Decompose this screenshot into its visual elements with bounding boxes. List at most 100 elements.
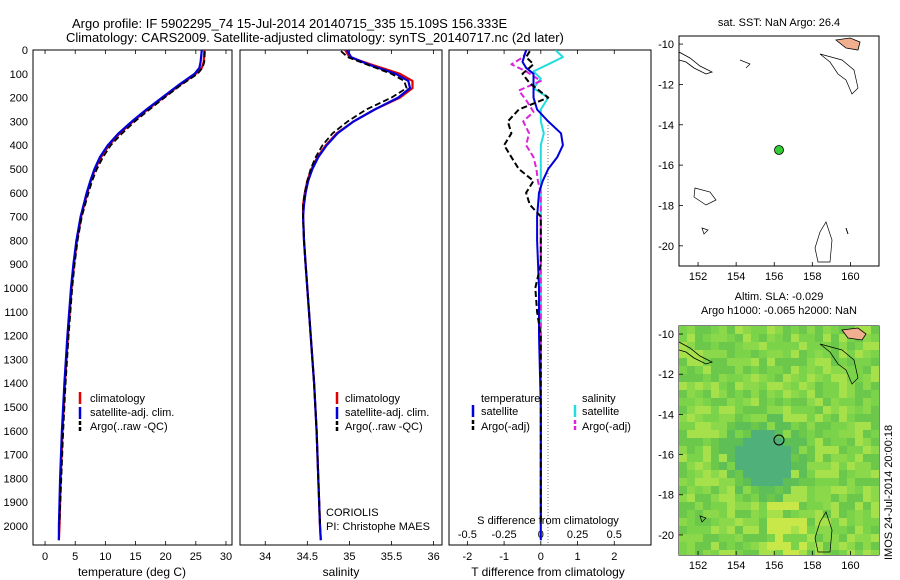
- sla-cell: [711, 534, 719, 542]
- sla-cell: [871, 478, 879, 486]
- sla-cell: [751, 342, 759, 350]
- sla-cell: [799, 486, 807, 494]
- sla-cell: [783, 342, 791, 350]
- series-satellite-adj: [57, 50, 203, 541]
- sla-cell: [695, 550, 703, 555]
- sla-cell: [815, 454, 823, 462]
- sla-cell: [791, 422, 799, 430]
- sla-cell: [799, 334, 807, 342]
- sla-cell: [751, 478, 759, 486]
- sla-cell: [695, 358, 703, 366]
- sla-cell: [839, 422, 847, 430]
- t-difference-x-label: T difference from climatology: [471, 565, 625, 579]
- legend-label-argo: Argo(..raw -QC): [90, 421, 168, 433]
- sla-cell: [831, 374, 839, 382]
- sla-cell: [711, 414, 719, 422]
- sla-cell: [719, 414, 727, 422]
- land-island: [835, 37, 861, 51]
- sla-field: [679, 326, 879, 555]
- sla-cell: [823, 438, 831, 446]
- sla-cell: [743, 342, 751, 350]
- depth-tick-label: 1600: [4, 426, 28, 438]
- sla-cell: [735, 406, 743, 414]
- sla-cell: [687, 462, 695, 470]
- sla-cell: [703, 454, 711, 462]
- sla-cell: [703, 494, 711, 502]
- sla-cell: [855, 374, 863, 382]
- sla-cell: [679, 486, 687, 494]
- sla-cell: [751, 430, 759, 438]
- sla-cell: [791, 502, 799, 510]
- legend-label-climatology: climatology: [90, 393, 146, 405]
- sla-cell: [775, 542, 783, 550]
- sla-cell: [743, 518, 751, 526]
- sla-cell: [847, 358, 855, 366]
- sla-cell: [775, 526, 783, 534]
- sla-cell: [799, 518, 807, 526]
- sla-cell: [783, 526, 791, 534]
- sla-cell: [751, 502, 759, 510]
- sla-cell: [759, 494, 767, 502]
- depth-tick-label: 1700: [4, 450, 28, 462]
- sla-cell: [679, 510, 687, 518]
- depth-tick-label: 0: [22, 45, 28, 57]
- sla-cell: [679, 542, 687, 550]
- sla-cell: [799, 478, 807, 486]
- sla-cell: [759, 422, 767, 430]
- sla-cell: [847, 478, 855, 486]
- sla-cell: [791, 454, 799, 462]
- sla-cell: [759, 518, 767, 526]
- sla-cell: [735, 510, 743, 518]
- sla-cell: [775, 518, 783, 526]
- sla-cell: [759, 438, 767, 446]
- sla-cell: [815, 478, 823, 486]
- sla-cell: [711, 430, 719, 438]
- sla-cell: [815, 486, 823, 494]
- legend-label-s-satellite: satellite: [582, 406, 619, 418]
- sla-cell: [759, 414, 767, 422]
- sla-cell: [783, 414, 791, 422]
- sla-cell: [687, 326, 695, 334]
- sla-cell: [751, 526, 759, 534]
- sla-cell: [791, 326, 799, 334]
- x-tick-label: -1: [499, 551, 509, 563]
- sla-cell: [863, 438, 871, 446]
- sla-cell: [679, 358, 687, 366]
- depth-tick-label: 300: [10, 116, 28, 128]
- sla-cell: [695, 422, 703, 430]
- sla-cell: [735, 542, 743, 550]
- sla-cell: [847, 542, 855, 550]
- difference-series: [503, 50, 564, 541]
- sla-cell: [839, 542, 847, 550]
- sla-cell: [751, 406, 759, 414]
- sla-cell: [759, 534, 767, 542]
- sla-cell: [679, 526, 687, 534]
- sla-cell: [711, 470, 719, 478]
- sla-cell: [783, 454, 791, 462]
- sla-cell: [767, 510, 775, 518]
- sla-cell: [831, 534, 839, 542]
- sla-cell: [855, 382, 863, 390]
- sla-cell: [799, 358, 807, 366]
- sla-cell: [719, 446, 727, 454]
- sla-cell: [863, 510, 871, 518]
- x-tick-label: 34: [259, 551, 271, 563]
- sla-cell: [687, 446, 695, 454]
- sla-map-ticks: -10 -12 -14 -16 -18 -20 152 154 156 158 160: [658, 329, 860, 572]
- sla-cell: [679, 422, 687, 430]
- sla-cell: [743, 414, 751, 422]
- sla-cell: [791, 462, 799, 470]
- depth-tick-label: 900: [10, 259, 28, 271]
- sla-cell: [799, 422, 807, 430]
- sla-cell: [847, 550, 855, 555]
- sla-cell: [839, 470, 847, 478]
- sla-cell: [775, 494, 783, 502]
- sla-cell: [719, 398, 727, 406]
- sla-cell: [679, 502, 687, 510]
- sla-cell: [855, 462, 863, 470]
- sla-cell: [759, 358, 767, 366]
- sla-cell: [799, 550, 807, 555]
- sst-map: sat. SST: NaN Argo: 26.4 -10 -12 -14 -16 -18…: [658, 17, 880, 283]
- sla-cell: [863, 422, 871, 430]
- sla-cell: [815, 510, 823, 518]
